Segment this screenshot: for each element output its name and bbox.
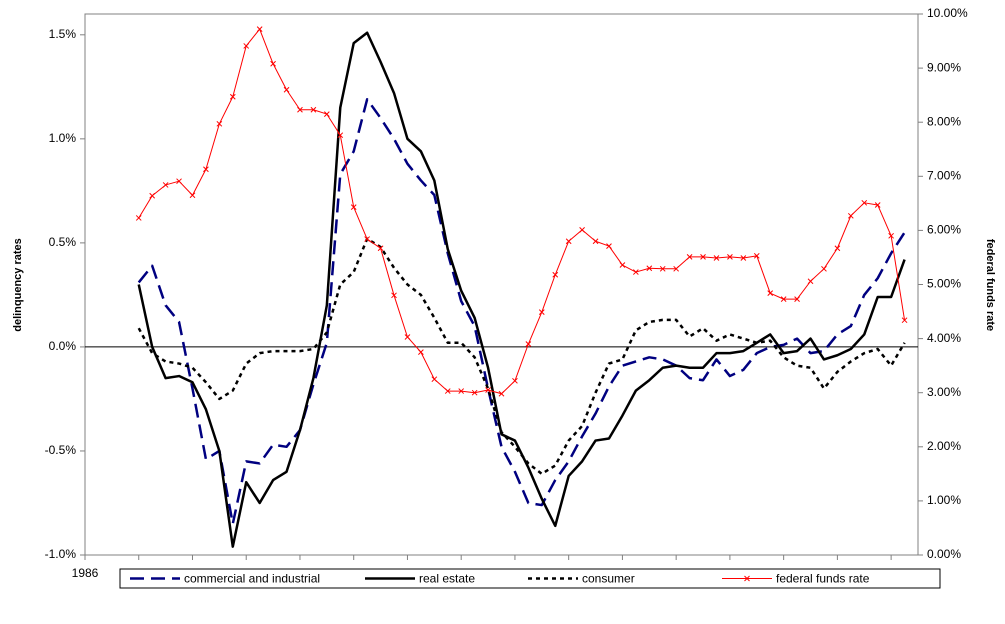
y2-tick-label: 4.00%	[927, 331, 961, 345]
y-tick-label: 1.5%	[49, 27, 77, 41]
series-marker	[391, 292, 397, 299]
series-marker	[364, 236, 370, 242]
y2-tick-label: 8.00%	[927, 114, 961, 128]
series-marker	[243, 43, 250, 49]
series-marker	[162, 182, 169, 188]
series-marker	[834, 245, 841, 252]
series-marker	[888, 232, 894, 239]
series-marker	[727, 254, 733, 260]
series-marker	[404, 334, 411, 340]
series-marker	[552, 271, 559, 278]
series-marker	[149, 192, 156, 199]
series-marker	[646, 265, 653, 272]
series-marker	[256, 26, 263, 33]
series-marker	[337, 132, 344, 139]
series-marker	[807, 278, 814, 285]
series-marker	[821, 265, 827, 272]
y-axis-title: delinquency rates	[12, 238, 24, 332]
y2-tick-label: 10.00%	[927, 6, 968, 20]
y-tick-label: -1.0%	[45, 547, 77, 561]
series-marker	[471, 389, 478, 396]
series-marker	[619, 262, 626, 268]
series-line	[137, 237, 906, 476]
series-marker	[847, 212, 854, 219]
series-marker	[270, 60, 276, 67]
series-marker	[538, 309, 545, 315]
y2-tick-label: 2.00%	[927, 439, 961, 453]
y-tick-label: -0.5%	[45, 443, 77, 457]
legend-label: commercial and industrial	[184, 572, 320, 586]
series-marker	[350, 204, 357, 210]
series-line	[137, 31, 906, 548]
series-marker	[780, 296, 787, 302]
series-marker	[592, 238, 599, 245]
series-marker	[203, 166, 209, 173]
series-marker	[444, 388, 451, 394]
series-marker	[310, 106, 317, 113]
series-marker	[377, 245, 384, 252]
series-marker	[283, 86, 290, 93]
y2-tick-label: 7.00%	[927, 168, 961, 182]
series-line	[137, 98, 906, 526]
series-marker	[874, 202, 881, 208]
y-tick-label: 0.0%	[49, 339, 77, 353]
series-line	[138, 28, 906, 395]
series-marker	[659, 265, 666, 272]
series-marker	[606, 243, 612, 249]
y2-axis-title: federal funds rate	[984, 239, 996, 331]
series-marker	[216, 120, 223, 127]
series-marker	[861, 199, 868, 206]
legend-label: federal funds rate	[776, 572, 870, 586]
series-marker	[229, 93, 236, 100]
series-marker	[633, 269, 639, 275]
legend-label: consumer	[582, 572, 635, 586]
series-marker	[673, 265, 680, 272]
y2-tick-label: 0.00%	[927, 547, 961, 561]
series-marker	[700, 254, 706, 260]
series-marker	[565, 238, 572, 245]
series-marker	[485, 387, 491, 393]
series-marker	[418, 349, 424, 355]
series-marker	[498, 390, 505, 397]
series-marker	[767, 290, 774, 297]
y2-tick-label: 3.00%	[927, 385, 961, 399]
series-marker	[713, 255, 720, 261]
series-marker	[135, 215, 142, 221]
series-marker	[458, 388, 465, 394]
y2-tick-label: 1.00%	[927, 493, 961, 507]
series-marker	[431, 376, 438, 383]
series-marker	[579, 227, 585, 233]
plot-area	[84, 13, 919, 556]
series-marker	[794, 296, 800, 302]
series-marker	[686, 254, 693, 260]
legend-label: real estate	[419, 572, 475, 586]
series-marker	[753, 252, 760, 259]
series-marker	[525, 341, 532, 347]
legend-marker	[744, 575, 750, 582]
series-marker	[901, 317, 908, 324]
series-marker	[189, 192, 196, 199]
series-marker	[297, 106, 303, 113]
series-marker	[740, 255, 747, 261]
y-tick-label: 1.0%	[49, 131, 77, 145]
series-marker	[323, 111, 330, 117]
series-marker	[512, 377, 518, 384]
y2-tick-label: 5.00%	[927, 277, 961, 291]
x-tick-label: 1986	[72, 566, 99, 580]
y2-tick-label: 6.00%	[927, 223, 961, 237]
series-marker	[176, 178, 182, 185]
y2-tick-label: 9.00%	[927, 60, 961, 74]
y-tick-label: 0.5%	[49, 235, 77, 249]
